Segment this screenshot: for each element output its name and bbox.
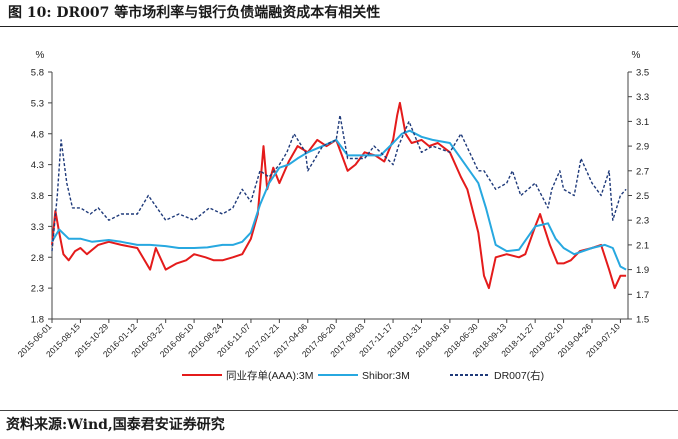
figure-source: 资料来源:Wind,国泰君安证券研究: [6, 417, 225, 433]
title-rule: [0, 26, 678, 27]
right-tick-label: 2.1: [636, 240, 649, 251]
line-chart: % % 1.8 2.3 2.8 3.3 3.8 4.3 4.8 5.3 5.8 1.5 1.7 1.9 2.…: [16, 50, 650, 382]
right-tick-label: 2.9: [636, 142, 649, 153]
series-line-2: [51, 114, 627, 252]
left-axis-unit: %: [36, 50, 45, 61]
legend-label-1: Shibor:3M: [362, 370, 410, 382]
source-rule: [0, 410, 678, 411]
series-line-0: [51, 101, 627, 290]
left-tick-label: 3.3: [31, 222, 44, 233]
left-tick-label: 5.8: [31, 68, 44, 79]
right-tick-label: 3.5: [636, 68, 649, 79]
left-tick-label: 4.3: [31, 160, 44, 171]
right-tick-label: 2.3: [636, 216, 649, 227]
left-tick-label: 2.8: [31, 253, 44, 264]
right-tick-label: 3.1: [636, 117, 649, 128]
legend-layer: 同业存单(AAA):3M Shibor:3M DR007(右): [182, 369, 544, 382]
right-tick-label: 1.5: [636, 315, 649, 326]
right-tick-label: 3.3: [636, 92, 649, 103]
right-tick-label: 2.5: [636, 191, 649, 202]
left-tick-label: 2.3: [31, 284, 44, 295]
right-tick-label: 1.9: [636, 265, 649, 276]
figure-title: 图 10: DR007 等市场利率与银行负债端融资成本有相关性: [8, 5, 381, 21]
left-tick-label: 1.8: [31, 315, 44, 326]
left-tick-label: 4.8: [31, 129, 44, 140]
legend-label-0: 同业存单(AAA):3M: [226, 369, 314, 382]
left-tick-label: 3.8: [31, 191, 44, 202]
right-axis-unit: %: [632, 50, 641, 61]
series-line-1: [51, 129, 627, 271]
right-tick-label: 1.7: [636, 290, 649, 301]
right-tick-label: 2.7: [636, 166, 649, 177]
axes-layer: % % 1.8 2.3 2.8 3.3 3.8 4.3 4.8 5.3 5.8 1.5 1.7 1.9 2.…: [16, 50, 650, 359]
legend-label-2: DR007(右): [494, 369, 544, 382]
left-tick-label: 5.3: [31, 98, 44, 109]
series-layer: [51, 101, 627, 290]
